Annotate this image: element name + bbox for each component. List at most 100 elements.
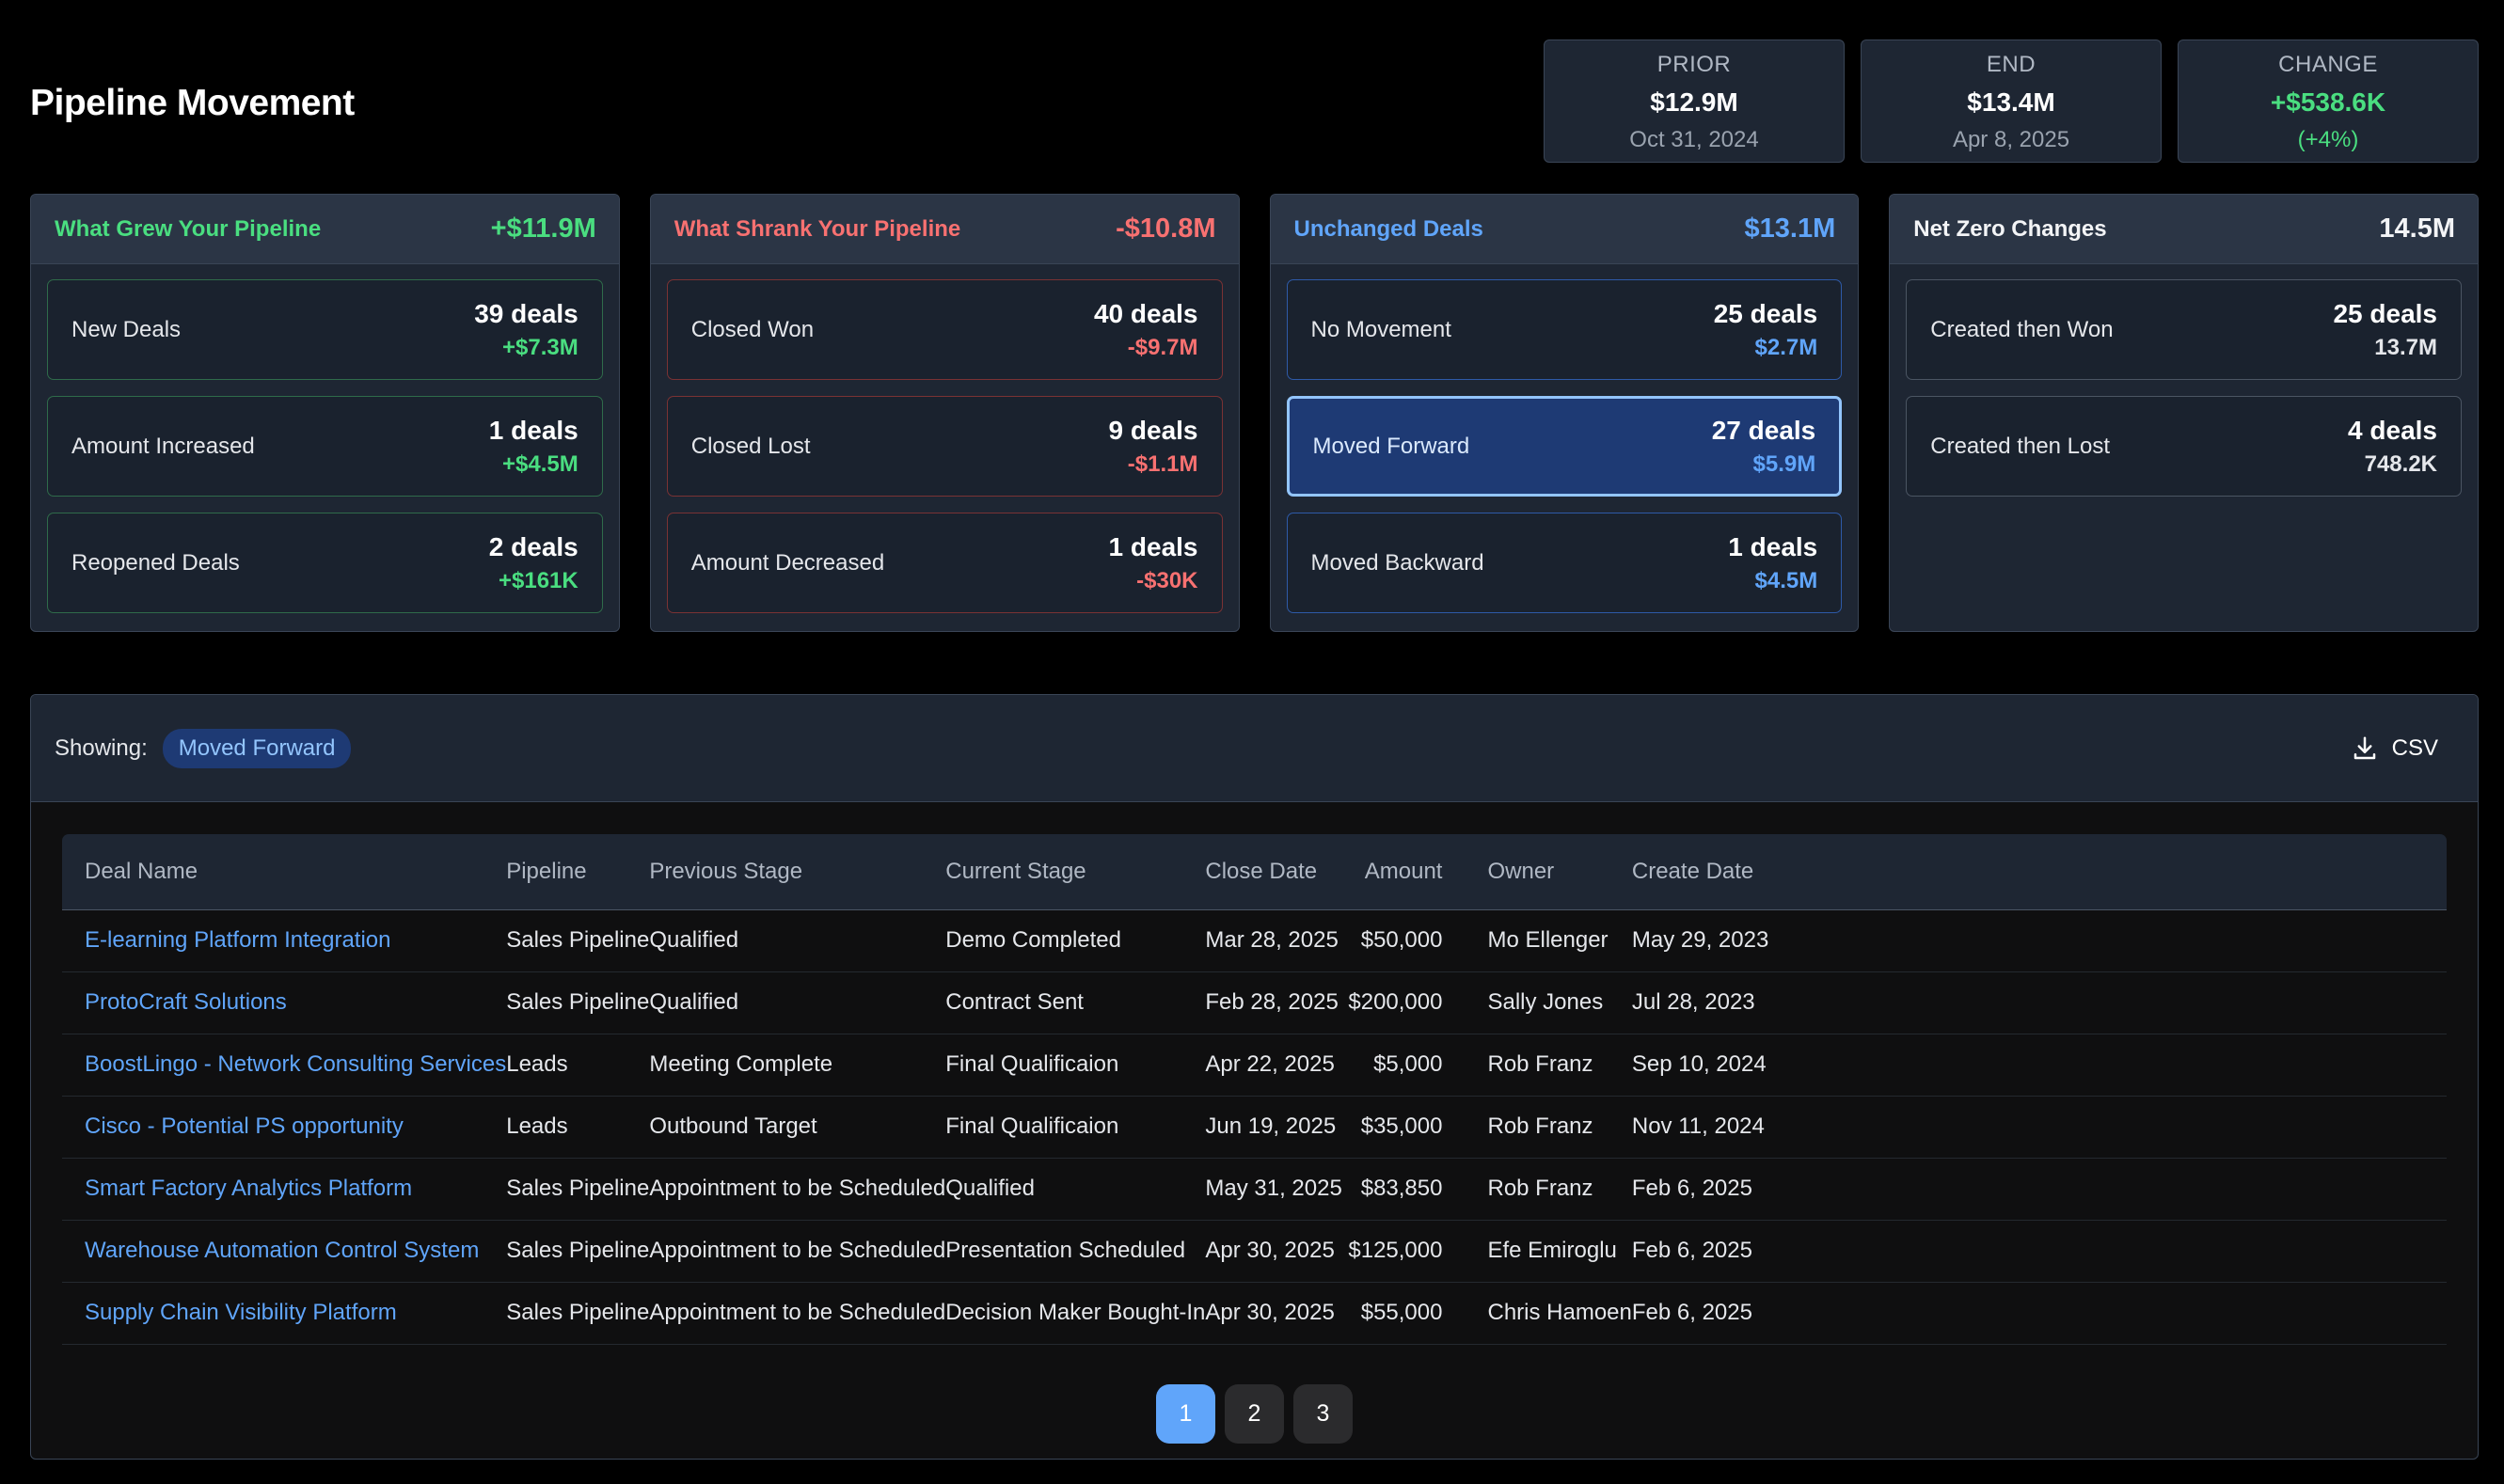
item-reopened-deals[interactable]: Reopened Deals 2 deals +$161K	[47, 513, 603, 613]
group-title: Net Zero Changes	[1913, 215, 2107, 242]
cell-close-date: May 31, 2025	[1205, 1158, 1349, 1221]
cell-owner: Rob Franz	[1487, 1034, 1632, 1097]
item-created-then-won[interactable]: Created then Won 25 deals 13.7M	[1906, 279, 2462, 380]
column-header-previous-stage[interactable]: Previous Stage	[649, 834, 946, 910]
page-button-1[interactable]: 1	[1156, 1384, 1215, 1444]
table-row[interactable]: Smart Factory Analytics Platform Sales Pi…	[62, 1158, 2447, 1221]
item-amount: $5.9M	[1752, 450, 1816, 477]
item-amount: $4.5M	[1754, 567, 1818, 593]
cell-owner: Chris Hamoen	[1487, 1282, 1632, 1345]
cell-owner: Mo Ellenger	[1487, 909, 1632, 972]
group-title: Unchanged Deals	[1293, 215, 1483, 242]
table-row[interactable]: ProtoCraft Solutions Sales Pipeline Qualif…	[62, 971, 2447, 1034]
cell-amount: $200,000	[1348, 971, 1488, 1034]
cell-deal-name[interactable]: Cisco - Potential PS opportunity	[62, 1096, 507, 1159]
item-new-deals[interactable]: New Deals 39 deals +$7.3M	[47, 279, 603, 380]
item-moved-backward[interactable]: Moved Backward 1 deals $4.5M	[1286, 513, 1843, 613]
summary-cards: PRIOR $12.9M Oct 31, 2024 END $13.4M Apr…	[1544, 39, 2479, 163]
group-title: What Shrank Your Pipeline	[674, 215, 961, 242]
page-title: Pipeline Movement	[30, 83, 355, 123]
table-row[interactable]: BoostLingo - Network Consulting Services…	[62, 1034, 2447, 1097]
prior-value: $12.9M	[1650, 87, 1738, 117]
page-button-3[interactable]: 3	[1293, 1384, 1353, 1444]
column-header-create-date[interactable]: Create Date	[1631, 834, 2447, 910]
item-count: 4 deals	[2348, 415, 2437, 445]
movement-groups: What Grew Your Pipeline +$11.9M New Deal…	[30, 194, 2479, 632]
item-no-movement[interactable]: No Movement 25 deals $2.7M	[1286, 279, 1843, 380]
cell-close-date: Jun 19, 2025	[1205, 1096, 1349, 1159]
item-amount: $2.7M	[1754, 334, 1818, 360]
page-button-2[interactable]: 2	[1225, 1384, 1284, 1444]
item-moved-forward[interactable]: Moved Forward 27 deals $5.9M	[1286, 396, 1843, 497]
item-amount: 748.2K	[2364, 450, 2437, 477]
cell-deal-name[interactable]: Smart Factory Analytics Platform	[62, 1158, 507, 1221]
cell-create-date: Nov 11, 2024	[1631, 1096, 2447, 1159]
group-total: -$10.8M	[1116, 213, 1216, 244]
column-header-pipeline[interactable]: Pipeline	[506, 834, 650, 910]
item-amount-decreased[interactable]: Amount Decreased 1 deals -$30K	[666, 513, 1223, 613]
item-count: 40 deals	[1093, 298, 1198, 328]
csv-export-button[interactable]: CSV	[2351, 734, 2438, 763]
column-header-deal-name[interactable]: Deal Name	[62, 834, 507, 910]
table-row[interactable]: Cisco - Potential PS opportunity Leads Out…	[62, 1096, 2447, 1159]
cell-previous-stage: Outbound Target	[649, 1096, 946, 1159]
item-amount: +$7.3M	[502, 334, 578, 360]
cell-current-stage: Presentation Scheduled	[945, 1220, 1206, 1283]
deals-table: Deal Name Pipeline Previous Stage Current S…	[62, 834, 2447, 1345]
deals-panel: Showing: Moved Forward CSV Deal Name Pipe…	[30, 694, 2479, 1460]
item-amount: +$161K	[499, 567, 578, 593]
cell-amount: $50,000	[1348, 909, 1488, 972]
cell-previous-stage: Qualified	[649, 971, 946, 1034]
item-amount: -$1.1M	[1127, 450, 1198, 477]
cell-close-date: Mar 28, 2025	[1205, 909, 1349, 972]
item-count: 1 deals	[488, 415, 578, 445]
item-amount-increased[interactable]: Amount Increased 1 deals +$4.5M	[47, 396, 603, 497]
cell-deal-name[interactable]: Supply Chain Visibility Platform	[62, 1282, 507, 1345]
prior-date: Oct 31, 2024	[1629, 127, 1759, 152]
item-count: 9 deals	[1108, 415, 1198, 445]
column-header-current-stage[interactable]: Current Stage	[945, 834, 1206, 910]
column-header-close-date[interactable]: Close Date	[1205, 834, 1349, 910]
cell-deal-name[interactable]: Warehouse Automation Control System	[62, 1220, 507, 1283]
column-header-owner[interactable]: Owner	[1487, 834, 1632, 910]
column-header-amount[interactable]: Amount	[1348, 834, 1488, 910]
change-value: +$538.6K	[2270, 87, 2386, 117]
item-label: Created then Won	[1930, 316, 2114, 342]
cell-pipeline: Sales Pipeline	[506, 971, 650, 1034]
cell-current-stage: Final Qualificaion	[945, 1096, 1206, 1159]
cell-previous-stage: Appointment to be Scheduled	[649, 1282, 946, 1345]
cell-amount: $55,000	[1348, 1282, 1488, 1345]
table-row[interactable]: Warehouse Automation Control System Sales…	[62, 1220, 2447, 1283]
item-closed-won[interactable]: Closed Won 40 deals -$9.7M	[666, 279, 1223, 380]
group-title: What Grew Your Pipeline	[55, 215, 322, 242]
item-label: Closed Won	[690, 316, 815, 342]
table-header-row: Deal Name Pipeline Previous Stage Current S…	[62, 834, 2447, 910]
panel-header: Showing: Moved Forward CSV	[31, 695, 2478, 802]
cell-create-date: Feb 6, 2025	[1631, 1220, 2447, 1283]
group-header: What Grew Your Pipeline +$11.9M	[31, 195, 619, 264]
cell-deal-name[interactable]: E-learning Platform Integration	[62, 909, 507, 972]
group-unchanged: Unchanged Deals $13.1M No Movement 25 de…	[1269, 194, 1860, 632]
item-label: Moved Backward	[1310, 549, 1484, 576]
cell-pipeline: Sales Pipeline	[506, 909, 650, 972]
cell-deal-name[interactable]: ProtoCraft Solutions	[62, 971, 507, 1034]
cell-amount: $83,850	[1348, 1158, 1488, 1221]
cell-create-date: Sep 10, 2024	[1631, 1034, 2447, 1097]
item-created-then-lost[interactable]: Created then Lost 4 deals 748.2K	[1906, 396, 2462, 497]
cell-deal-name[interactable]: BoostLingo - Network Consulting Services	[62, 1034, 507, 1097]
showing-filter: Showing: Moved Forward	[55, 728, 352, 768]
item-closed-lost[interactable]: Closed Lost 9 deals -$1.1M	[666, 396, 1223, 497]
item-amount: -$30K	[1136, 567, 1198, 593]
item-count: 39 deals	[474, 298, 578, 328]
table-body: E-learning Platform Integration Sales Pip…	[62, 909, 2447, 1345]
item-label: Reopened Deals	[71, 549, 240, 576]
group-total: 14.5M	[2379, 213, 2455, 244]
table-row[interactable]: E-learning Platform Integration Sales Pip…	[62, 909, 2447, 972]
item-label: Amount Decreased	[690, 549, 885, 576]
cell-pipeline: Leads	[506, 1096, 650, 1159]
cell-owner: Efe Emiroglu	[1487, 1220, 1632, 1283]
group-grew: What Grew Your Pipeline +$11.9M New Deal…	[30, 194, 620, 632]
table-row[interactable]: Supply Chain Visibility Platform Sales Pi…	[62, 1282, 2447, 1345]
cell-amount: $5,000	[1348, 1034, 1488, 1097]
